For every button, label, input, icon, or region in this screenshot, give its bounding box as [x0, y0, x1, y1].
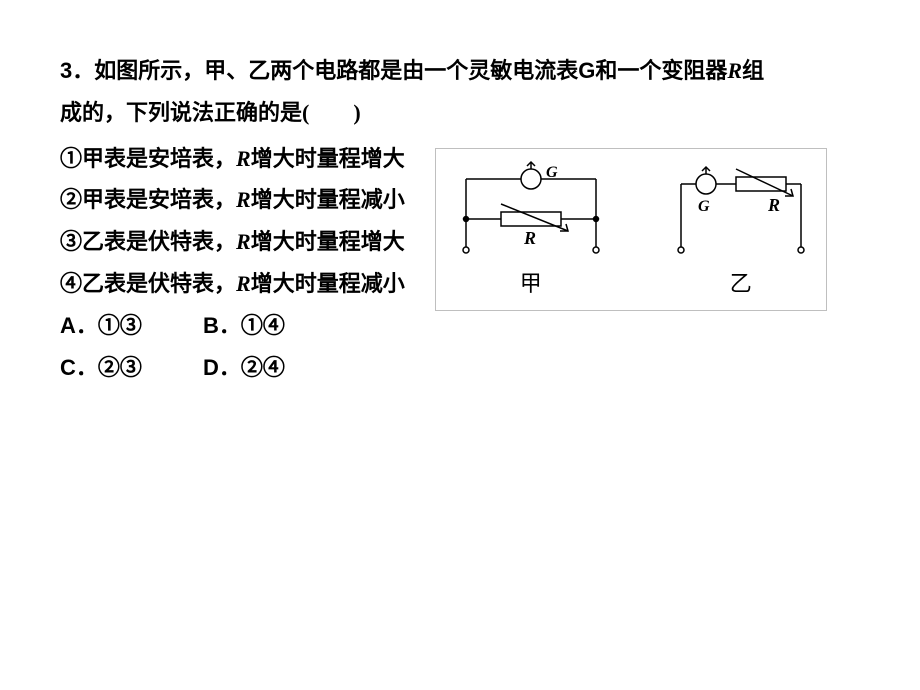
statement-3: ③乙表是伏特表，R增大时量程增大	[60, 221, 405, 263]
options-row-2: C．②③ D．②④	[60, 347, 405, 389]
jia-r-label: R	[523, 228, 536, 248]
stem-r: R	[727, 58, 742, 83]
option-a: A．①③	[60, 313, 142, 338]
yi-label: 乙	[730, 263, 752, 305]
jia-label: 甲	[520, 263, 542, 305]
stem-text-2: 成的，下列说法正确的是	[60, 100, 302, 125]
question-stem: 3．如图所示，甲、乙两个电路都是由一个灵敏电流表G和一个变阻器R组 成的，下列说…	[60, 50, 860, 134]
yi-g-label: G	[698, 198, 710, 215]
circuit-yi: G R 乙	[666, 159, 816, 305]
circuit-jia-svg: G R	[446, 159, 616, 259]
jia-g-label: G	[546, 164, 558, 181]
diagram-column: G R 甲	[435, 148, 827, 312]
statement-2: ②甲表是安培表，R增大时量程减小	[60, 179, 405, 221]
circuit-jia: G R 甲	[446, 159, 616, 305]
stem-paren: ( )	[302, 100, 361, 125]
option-c: C．②③	[60, 355, 142, 380]
option-d: D．②④	[203, 355, 285, 380]
q-number: 3．	[60, 58, 94, 83]
option-b: B．①④	[203, 313, 285, 338]
circuit-diagram-box: G R 甲	[435, 148, 827, 312]
statement-4: ④乙表是伏特表，R增大时量程减小	[60, 263, 405, 305]
statements-column: ①甲表是安培表，R增大时量程增大 ②甲表是安培表，R增大时量程减小 ③乙表是伏特…	[60, 138, 405, 389]
question-block: 3．如图所示，甲、乙两个电路都是由一个灵敏电流表G和一个变阻器R组 成的，下列说…	[60, 50, 860, 388]
yi-r-label: R	[767, 195, 780, 215]
options-row-1: A．①③ B．①④	[60, 305, 405, 347]
statement-1: ①甲表是安培表，R增大时量程增大	[60, 138, 405, 180]
stem-text-1-end: 组	[742, 58, 764, 83]
stem-text-1: 如图所示，甲、乙两个电路都是由一个灵敏电流表G和一个变阻器	[94, 58, 727, 83]
circuit-yi-svg: G R	[666, 159, 816, 259]
